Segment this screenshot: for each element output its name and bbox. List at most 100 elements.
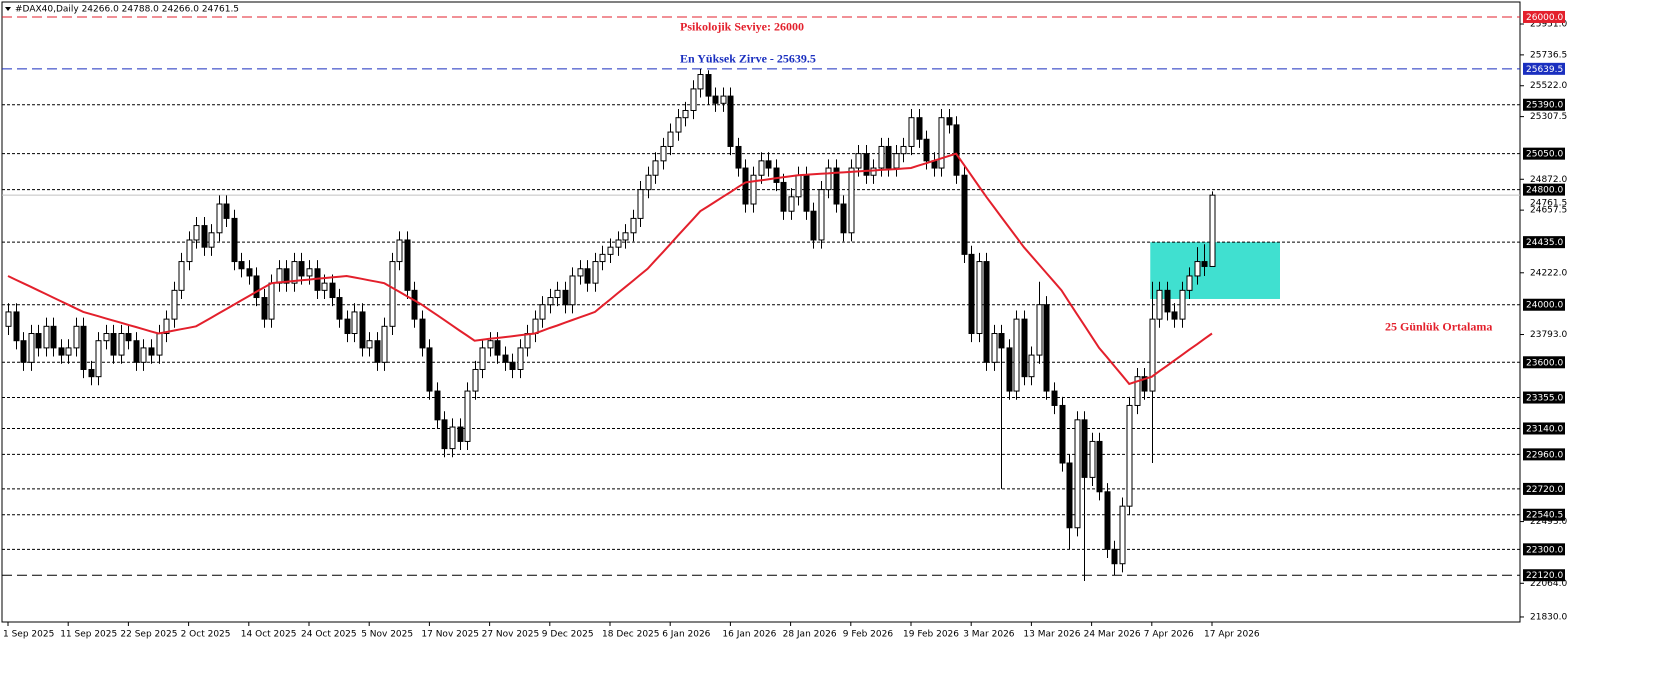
x-tick-label: 28 Jan 2026 xyxy=(783,630,837,640)
x-tick-label: 9 Feb 2026 xyxy=(843,630,894,640)
candle-body xyxy=(818,189,825,241)
candle-body xyxy=(223,203,230,219)
candle-body xyxy=(396,239,403,263)
candle-body xyxy=(464,390,471,442)
candle-body xyxy=(833,167,840,205)
candle-body xyxy=(1111,548,1118,565)
candle-body xyxy=(216,203,223,234)
candle-body xyxy=(1066,462,1073,529)
candle-body xyxy=(389,261,396,327)
candle-body xyxy=(5,311,12,327)
candle-body xyxy=(840,203,847,234)
candle-body xyxy=(765,160,772,169)
level-label-box xyxy=(1523,569,1565,582)
level-label: 22720.0 xyxy=(1526,485,1563,495)
x-tick-label: 5 Nov 2025 xyxy=(361,630,413,640)
level-label-box xyxy=(1523,236,1565,249)
candle-body xyxy=(65,347,72,356)
candle-body xyxy=(35,333,42,349)
candle-body xyxy=(1051,390,1058,406)
candle-body xyxy=(208,232,215,248)
candle-body xyxy=(73,325,80,349)
x-tick-label: 11 Sep 2025 xyxy=(60,630,117,640)
chart-header: #DAX40,Daily 24266.0 24788.0 24266.0 247… xyxy=(15,5,239,15)
x-tick-label: 1 Sep 2025 xyxy=(3,630,54,640)
candle-body xyxy=(118,333,125,356)
level-label-box xyxy=(1523,391,1565,404)
candle-body xyxy=(268,282,275,320)
candle-body xyxy=(976,261,983,335)
candle-body xyxy=(1013,318,1020,392)
x-tick-label: 16 Jan 2026 xyxy=(722,630,776,640)
candle-body xyxy=(1021,318,1028,378)
x-tick-label: 17 Nov 2025 xyxy=(421,630,479,640)
candle-body xyxy=(1201,261,1208,267)
candle-body xyxy=(509,361,516,370)
candle-body xyxy=(103,333,110,342)
candle-body xyxy=(622,232,629,241)
level-label: 23355.0 xyxy=(1526,394,1563,404)
level-label-box xyxy=(1523,422,1565,435)
candle-body xyxy=(517,347,524,370)
x-tick-label: 24 Mar 2026 xyxy=(1084,630,1141,640)
candles xyxy=(5,68,1216,581)
candle-body xyxy=(1194,261,1201,277)
candle-body xyxy=(773,167,780,183)
level-label-box xyxy=(1523,298,1565,311)
candle-body xyxy=(133,340,140,363)
candle-body xyxy=(457,426,464,442)
candle-body xyxy=(938,117,945,169)
candle-body xyxy=(43,325,50,349)
candle-body xyxy=(291,261,298,284)
candle-body xyxy=(336,297,343,320)
candle-body xyxy=(419,318,426,349)
candle-body xyxy=(231,217,238,263)
candle-body xyxy=(1149,318,1156,392)
candle-body xyxy=(186,239,193,263)
candle-body xyxy=(532,318,539,335)
candle-body xyxy=(983,261,990,363)
candle-body xyxy=(1164,289,1171,313)
candle-body xyxy=(946,117,953,126)
candle-body xyxy=(487,340,494,349)
candle-body xyxy=(615,239,622,248)
candle-body xyxy=(156,333,163,356)
candle-body xyxy=(1209,194,1216,267)
candle-body xyxy=(1179,289,1186,320)
candle-body xyxy=(283,268,290,284)
candle-body xyxy=(374,340,381,363)
candle-body xyxy=(584,268,591,284)
candle-body xyxy=(28,333,35,363)
candle-body xyxy=(630,217,637,234)
candle-body xyxy=(359,311,366,349)
candle-body xyxy=(682,109,689,119)
candle-body xyxy=(1089,440,1096,478)
x-tick-label: 9 Dec 2025 xyxy=(542,630,594,640)
x-tick-label: 24 Oct 2025 xyxy=(301,630,357,640)
level-label-box xyxy=(1523,62,1565,75)
y-tick-label: 24222.0 xyxy=(1530,268,1567,278)
level-label: 25050.0 xyxy=(1526,150,1563,160)
level-label: 22540.5 xyxy=(1526,511,1563,521)
candle-body xyxy=(351,311,358,335)
menu-arrow[interactable] xyxy=(5,7,11,11)
candle-body xyxy=(788,196,795,212)
y-tick-label: 24657.5 xyxy=(1530,206,1567,216)
candle-body xyxy=(253,275,260,299)
level-label-box xyxy=(1523,10,1565,23)
candle-body xyxy=(441,419,448,450)
level-label-box xyxy=(1523,356,1565,369)
candle-body xyxy=(80,325,87,370)
candle-body xyxy=(321,282,328,291)
candle-body xyxy=(848,167,855,234)
candle-body xyxy=(1096,440,1103,493)
candle-body xyxy=(329,282,336,299)
candle-body xyxy=(660,145,667,162)
x-tick-label: 2 Oct 2025 xyxy=(181,630,231,640)
candle-body xyxy=(803,174,810,212)
candle-body xyxy=(697,74,704,90)
candle-body xyxy=(276,268,283,284)
candle-body xyxy=(795,174,802,198)
candle-body xyxy=(411,289,418,320)
candle-body xyxy=(238,261,245,270)
